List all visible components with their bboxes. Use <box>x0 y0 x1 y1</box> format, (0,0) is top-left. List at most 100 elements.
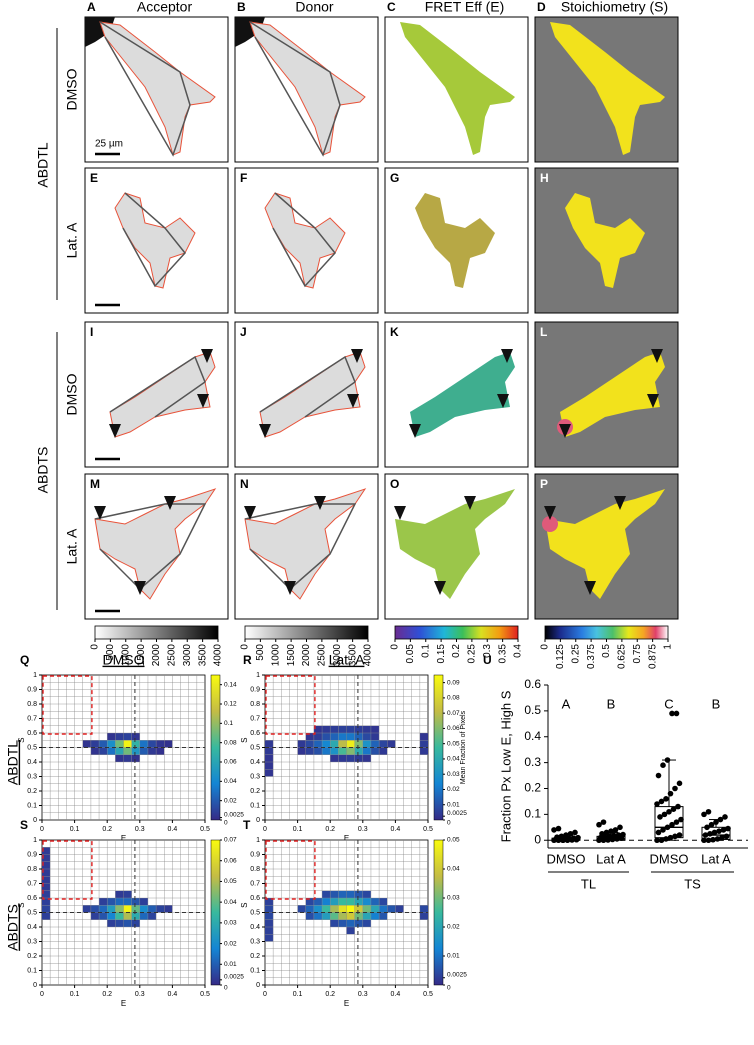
data-point <box>612 827 619 833</box>
data-point <box>723 833 730 840</box>
data-point <box>596 821 602 828</box>
heatmap-cell <box>370 740 380 748</box>
y-tick-label: 0.7 <box>250 715 260 722</box>
y-tick-label: 0.4 <box>27 759 37 766</box>
y-tick-label: 0 <box>256 982 260 989</box>
heatmap-cell <box>354 733 363 741</box>
heatmap-cell <box>313 905 323 913</box>
data-point <box>611 832 617 839</box>
panel-letter: A <box>87 0 96 14</box>
heatmap-cell <box>338 912 347 920</box>
image-panel <box>534 16 679 163</box>
heatmap-cell <box>330 919 339 927</box>
heatmap-cell <box>42 883 51 891</box>
data-point <box>710 836 716 843</box>
colorbar-tick-label: 0.5 <box>601 644 612 658</box>
colorbar-tick-label: 0.04 <box>447 756 460 763</box>
y-tick-label: 1 <box>256 837 260 844</box>
heatmap-cell <box>346 919 355 927</box>
heatmap-cell <box>338 740 347 748</box>
heatmap-cell <box>419 905 428 913</box>
data-point <box>663 836 669 842</box>
heatmap-cell <box>123 890 132 898</box>
data-point <box>673 819 680 825</box>
colorbar-tick-label: 1 <box>663 644 674 650</box>
colorbar-tick-label: 0.04 <box>447 866 460 873</box>
heatmap-cell <box>131 919 140 927</box>
arrowhead <box>197 394 209 408</box>
heatmap-cell <box>115 905 124 913</box>
heatmap-cell <box>379 905 388 913</box>
heatmap-cell <box>419 747 428 755</box>
data-point <box>678 816 684 823</box>
heatmap-cell <box>346 898 355 906</box>
heatmap-cell <box>346 740 355 748</box>
column-header: Lat. A <box>329 652 365 668</box>
y-tick-label: 0.9 <box>250 686 260 693</box>
arrowhead <box>164 496 176 510</box>
heatmap-cell <box>313 725 323 733</box>
heatmap-cell <box>330 725 339 733</box>
heatmap-cell <box>123 733 132 741</box>
colorbar-tick-label: 0.06 <box>447 725 460 732</box>
panel-letter: Q <box>20 653 29 667</box>
heatmap-cell <box>346 747 355 755</box>
y-tick-label: 0 <box>33 982 37 989</box>
colorbar-tick-label: 0.05 <box>224 878 237 885</box>
heatmap-cell <box>156 747 165 755</box>
heatmap-cell <box>362 905 371 913</box>
heatmap-cell <box>115 733 124 741</box>
data-point <box>716 828 722 834</box>
cell <box>560 352 665 437</box>
y-tick-label: 0.7 <box>250 880 260 887</box>
heatmap-cell <box>265 747 274 755</box>
colorbar-tick-label: 0.02 <box>447 924 460 931</box>
heatmap-cell <box>42 912 51 920</box>
heatmap-cell <box>90 747 100 755</box>
x-tick-label: DMSO <box>547 851 586 866</box>
colorbar-tick-label: 0 <box>240 644 251 650</box>
panel-letter: N <box>240 477 249 491</box>
colorbar-tick-label: 500 <box>105 644 116 661</box>
y-tick-label: 0.4 <box>524 729 541 743</box>
colorbar-tick-label: 0.125 <box>555 644 566 669</box>
y-tick-label: 0.1 <box>250 967 260 974</box>
heatmap-cell <box>346 890 355 898</box>
arrowhead <box>94 506 106 520</box>
y-tick-label: 0.5 <box>27 909 37 916</box>
heatmap-cell <box>379 912 388 920</box>
heatmap-cell <box>115 898 124 906</box>
actin-fibers <box>99 21 191 157</box>
arrowhead <box>314 496 326 510</box>
colorbar-tick-label: 4000 <box>363 644 374 667</box>
y-tick-label: 0 <box>33 817 37 824</box>
panel-letter: S <box>20 818 28 832</box>
heatmap-cell <box>313 740 323 748</box>
x-axis-label: E <box>344 834 349 843</box>
colorbar <box>394 625 519 640</box>
heatmap-cell <box>338 890 347 898</box>
heatmap-cell <box>107 898 116 906</box>
cell <box>410 352 515 437</box>
colorbar-tick-label: 0 <box>540 644 551 650</box>
y-axis-label: S <box>240 903 249 908</box>
heatmap-colorbar <box>210 839 221 986</box>
heatmap-cell <box>313 898 323 906</box>
heatmap-cell <box>370 898 380 906</box>
significance-letter: B <box>712 696 721 711</box>
image-panel: M <box>84 473 229 620</box>
column-header: DMSO <box>103 652 145 668</box>
colorbar-tick-label: 2000 <box>151 644 162 667</box>
heatmap-cell <box>362 898 371 906</box>
x-tick-label: 0 <box>40 826 44 833</box>
data-point <box>661 811 668 818</box>
colorbar <box>244 625 369 640</box>
data-point <box>663 796 669 802</box>
data-point <box>722 814 728 820</box>
colorbar-tick-label: 0.09 <box>447 679 460 686</box>
arrowhead <box>201 349 213 363</box>
heatmap-cell <box>42 898 51 906</box>
colorbar-tick-label: 0.2 <box>451 644 462 658</box>
arrowhead <box>614 496 626 510</box>
heatmap-cell <box>419 912 428 920</box>
